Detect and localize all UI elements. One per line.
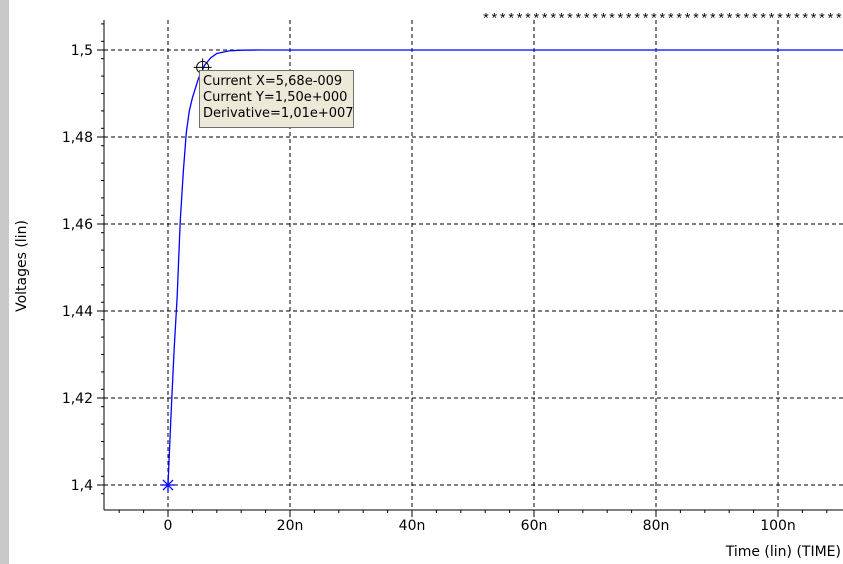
x-tick-label: 60n [521,518,548,534]
x-tick-label: 80n [643,518,670,534]
x-axis-label: Time (lin) (TIME) [725,544,841,560]
chart-title: ****************************************… [482,12,843,28]
x-tick-label: 100n [760,518,796,534]
series-line [167,49,843,486]
x-axis-ticks: 0 20n 40n 60n 80n 100n [118,510,828,534]
tooltip-current-x: Current X=5,68e-009 [203,74,343,89]
x-tick-label: 20n [277,518,304,534]
series-group [167,49,843,486]
y-tick-label: 1,48 [62,130,93,146]
y-axis-ticks: 1,5 1,48 1,46 1,44 1,42 1,4 [62,23,104,495]
x-tick-label: 0 [164,518,173,534]
axes [103,20,843,511]
tooltip-current-y: Current Y=1,50e+000 [203,90,348,105]
tooltip-derivative: Derivative=1,01e+007 [203,106,354,121]
y-axis-label: Voltages (lin) [14,220,30,312]
window-left-border [0,0,9,564]
cursor-tooltip: Current X=5,68e-009 Current Y=1,50e+000 … [199,70,354,128]
asterisk-stroke [162,479,174,491]
y-tick-label: 1,4 [71,478,93,494]
y-tick-label: 1,42 [62,391,93,407]
grid-lines [104,20,843,510]
x-tick-label: 40n [399,518,426,534]
y-tick-label: 1,5 [71,43,93,59]
y-tick-label: 1,44 [62,304,93,320]
y-tick-label: 1,46 [62,217,93,233]
asterisk-marker [161,478,175,492]
